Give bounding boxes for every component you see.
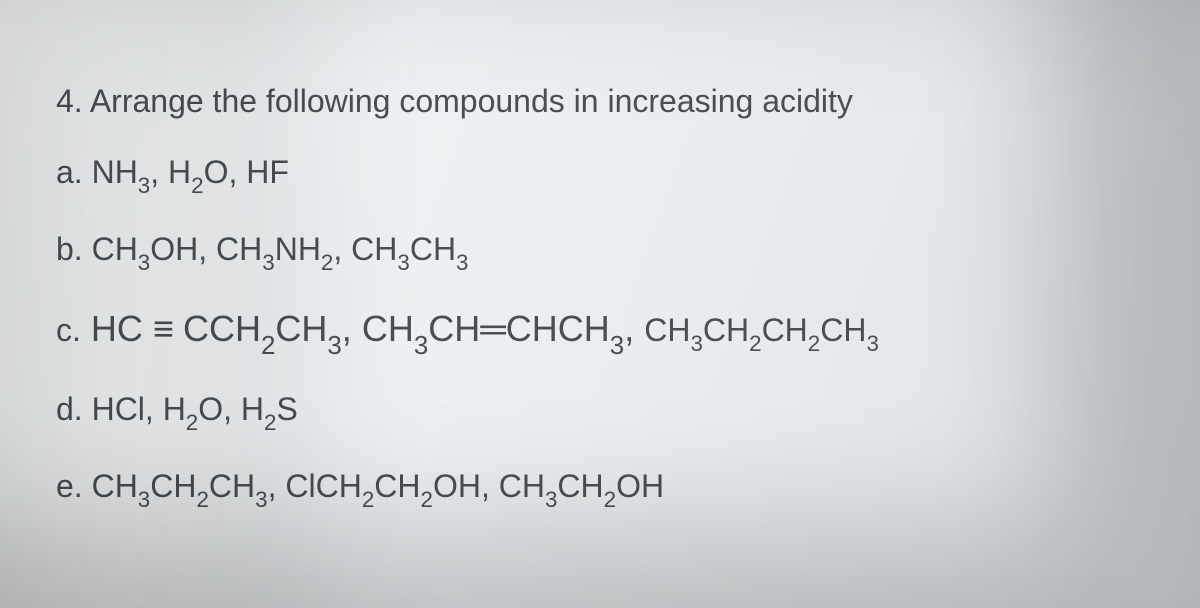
double-bond-icon: ═	[480, 308, 506, 349]
question-block: 4. Arrange the following compounds in in…	[0, 0, 1200, 510]
question-prompt: Arrange the following compounds in incre…	[90, 83, 853, 119]
item-label: a.	[56, 154, 83, 190]
formula-text: CH3OH, CH3NH2, CH3CH3	[92, 231, 469, 267]
formula-text: CH3CH2CH3, ClCH2CH2OH, CH3CH2OH	[92, 468, 664, 504]
question-prompt-row: 4. Arrange the following compounds in in…	[56, 84, 1144, 119]
item-label: e.	[56, 468, 83, 504]
formula-alkane: CH3CH2CH2CH3	[644, 312, 879, 348]
formula-text: NH3, H2O, HF	[92, 154, 289, 190]
item-b: b. CH3OH, CH3NH2, CH3CH3	[56, 232, 1144, 273]
formula-text: HCl, H2O, H2S	[92, 391, 298, 427]
item-e: e. CH3CH2CH3, ClCH2CH2OH, CH3CH2OH	[56, 469, 1144, 510]
formula-alkyne: HC ≡ CCH2CH3,	[91, 308, 362, 349]
item-label: d.	[56, 391, 83, 427]
item-label: b.	[56, 231, 83, 267]
question-number: 4.	[56, 83, 83, 119]
item-a: a. NH3, H2O, HF	[56, 155, 1144, 196]
item-d: d. HCl, H2O, H2S	[56, 392, 1144, 433]
item-label: c.	[56, 312, 81, 348]
triple-bond-icon: ≡	[153, 308, 173, 349]
formula-alkene: CH3CH═CHCH3,	[362, 308, 644, 349]
item-c: c. HC ≡ CCH2CH3, CH3CH═CHCH3, CH3CH2CH2C…	[56, 309, 1144, 356]
